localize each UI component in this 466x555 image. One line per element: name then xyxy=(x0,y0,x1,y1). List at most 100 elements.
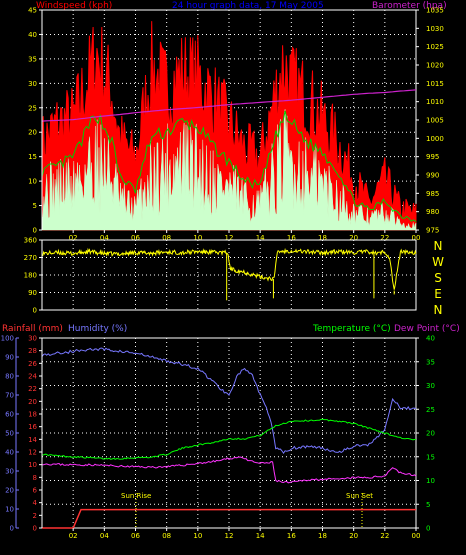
compass-n-bottom: N xyxy=(434,303,443,317)
x-tick-label: 20 xyxy=(349,532,358,540)
humidity-tick-label: 40 xyxy=(5,449,14,457)
x-tick-label: 08 xyxy=(162,532,171,540)
rainfall-tick-label: 26 xyxy=(28,360,37,368)
rainfall-tick-label: 14 xyxy=(28,436,37,444)
temperature-series xyxy=(41,418,417,460)
x-tick-label: 14 xyxy=(256,532,265,540)
wind-direction-panel: 0 90 180 270 360 N W S E N xyxy=(24,237,444,318)
direction-tick-label: 360 xyxy=(24,237,37,245)
direction-tick-label: 90 xyxy=(28,289,37,297)
compass-labels: N W S E N xyxy=(432,239,444,317)
rainfall-tick-label: 24 xyxy=(28,373,37,381)
temperature-title: Temperature (°C) xyxy=(312,324,391,334)
rainfall-tick-label: 6 xyxy=(33,487,38,495)
rainfall-tick-label: 0 xyxy=(33,525,37,533)
rainfall-tick-label: 18 xyxy=(28,411,37,419)
panel1-time-axis: 02 04 06 08 10 12 14 16 18 20 22 00 xyxy=(69,230,421,242)
rainfall-tick-label: 20 xyxy=(28,398,37,406)
barometer-tick-label: 1015 xyxy=(426,80,444,88)
barometer-series xyxy=(41,89,417,122)
barometer-tick-label: 995 xyxy=(426,153,439,161)
barometer-title: Barometer (hpa) xyxy=(372,1,447,11)
rainfall-tick-label: 12 xyxy=(28,449,37,457)
x-tick-label: 22 xyxy=(380,532,389,540)
x-tick-label: 00 xyxy=(412,532,421,540)
temperature-tick-label: 20 xyxy=(426,430,435,438)
average-series xyxy=(41,110,417,223)
panel2-series xyxy=(41,247,417,301)
barometer-tick-label: 1000 xyxy=(426,135,444,143)
humidity-tick-label: 20 xyxy=(5,487,14,495)
humidity-tick-label: 60 xyxy=(5,411,14,419)
barometer-tick-label: 1030 xyxy=(426,25,444,33)
x-tick-label: 02 xyxy=(69,234,78,242)
barometer-axis: 975 980 985 990 995 1000 1005 1010 1015 1020 1025 1… xyxy=(416,7,444,235)
barometer-tick-label: 1010 xyxy=(426,98,444,106)
temperature-axis: 0 5 10 15 20 25 30 35 40 xyxy=(416,335,435,533)
x-tick-label: 16 xyxy=(287,532,296,540)
compass-e: E xyxy=(434,287,442,301)
rainfall-tick-label: 4 xyxy=(33,499,38,507)
x-tick-label: 14 xyxy=(256,234,265,242)
rainfall-tick-label: 16 xyxy=(28,423,37,431)
x-tick-label: 04 xyxy=(100,532,109,540)
dewpoint-title: Dew Point (°C) xyxy=(394,324,460,334)
humidity-tick-label: 10 xyxy=(5,506,14,514)
direction-tick-label: 0 xyxy=(33,307,37,315)
barometer-tick-label: 985 xyxy=(426,190,439,198)
barometer-tick-label: 990 xyxy=(426,172,439,180)
x-tick-label: 10 xyxy=(193,234,202,242)
direction-axis: 0 90 180 270 360 xyxy=(24,237,43,315)
windspeed-tick-label: 40 xyxy=(28,31,37,39)
x-tick-label: 08 xyxy=(162,234,171,242)
windspeed-tick-label: 15 xyxy=(28,153,37,161)
humidity-tick-label: 90 xyxy=(5,354,14,362)
direction-series xyxy=(41,247,417,290)
x-tick-label: 22 xyxy=(380,234,389,242)
rainfall-title: Rainfall (mm) xyxy=(2,324,63,334)
x-tick-label: 16 xyxy=(287,234,296,242)
panel3-time-axis: 02 04 06 08 10 12 14 16 18 20 22 00 xyxy=(69,528,421,540)
temperature-tick-label: 10 xyxy=(426,477,435,485)
humidity-tick-label: 100 xyxy=(1,335,14,343)
rainfall-tick-label: 10 xyxy=(28,461,37,469)
x-tick-label: 12 xyxy=(225,532,234,540)
sunrise-label: Sun Rise xyxy=(121,492,151,500)
windspeed-tick-label: 5 xyxy=(33,202,37,210)
x-tick-label: 06 xyxy=(131,234,140,242)
x-tick-label: 04 xyxy=(100,234,109,242)
direction-tick-label: 270 xyxy=(24,254,37,262)
panel1-series xyxy=(41,21,417,231)
temperature-tick-label: 0 xyxy=(426,525,430,533)
x-tick-label: 20 xyxy=(349,234,358,242)
barometer-tick-label: 1020 xyxy=(426,62,444,70)
sunset-label: Sun Set xyxy=(346,492,373,500)
temperature-tick-label: 25 xyxy=(426,406,435,414)
windspeed-tick-label: 30 xyxy=(28,80,37,88)
barometer-tick-label: 1005 xyxy=(426,117,444,125)
direction-tick-label: 180 xyxy=(24,272,37,280)
humidity-tick-label: 80 xyxy=(5,373,14,381)
x-tick-label: 06 xyxy=(131,532,140,540)
x-tick-label: 02 xyxy=(69,532,78,540)
barometer-tick-label: 975 xyxy=(426,227,439,235)
rainfall-tick-label: 28 xyxy=(28,347,37,355)
windspeed-axis: 0 5 10 15 20 25 30 35 40 45 xyxy=(28,7,43,235)
windspeed-tick-label: 20 xyxy=(28,129,37,137)
barometer-tick-label: 1025 xyxy=(426,43,444,51)
humidity-title: Humidity (%) xyxy=(68,324,127,334)
windspeed-tick-label: 25 xyxy=(28,104,37,112)
windspeed-tick-label: 45 xyxy=(28,7,37,15)
windspeed-title: Windspeed (kph) xyxy=(36,1,112,11)
humidity-series xyxy=(41,347,417,454)
temperature-tick-label: 5 xyxy=(426,501,430,509)
temperature-tick-label: 15 xyxy=(426,453,435,461)
x-tick-label: 00 xyxy=(412,234,421,242)
x-tick-label: 12 xyxy=(225,234,234,242)
humidity-tick-label: 0 xyxy=(10,525,14,533)
rainfall-series xyxy=(42,508,416,529)
